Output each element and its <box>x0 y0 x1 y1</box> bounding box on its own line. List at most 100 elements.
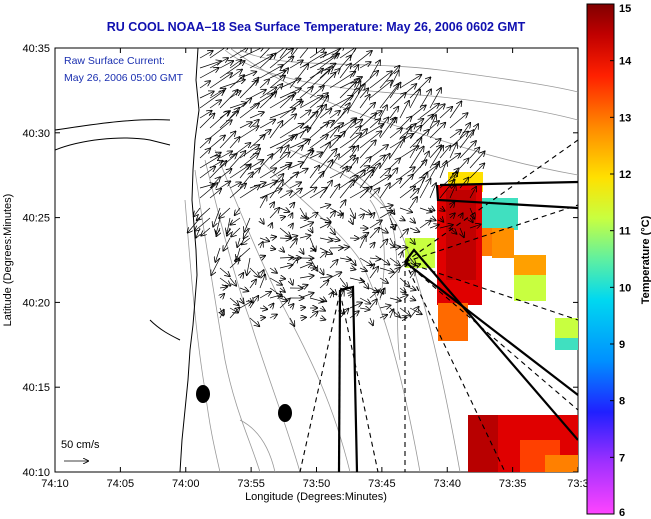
arrow-vector-icon <box>269 71 285 79</box>
arrow-vector-icon <box>329 272 341 279</box>
arrow-vector-icon <box>320 318 325 320</box>
arrow-vector-icon <box>410 237 415 244</box>
arrow-vector-icon <box>269 208 279 219</box>
arrow-vector-icon <box>309 48 325 59</box>
arrow-vector-icon <box>239 48 264 59</box>
colorbar-tick-label: 12 <box>619 169 631 181</box>
arrow-vector-icon <box>469 224 481 228</box>
arrow-vector-icon <box>229 307 239 319</box>
arrow-vector-icon <box>319 298 326 301</box>
arrow-vector-icon <box>329 111 340 119</box>
arrow-vector-icon <box>219 61 233 69</box>
arrow-vector-icon <box>199 138 210 149</box>
arrow-vector-icon <box>219 267 230 276</box>
arrow-vector-icon <box>239 104 259 119</box>
colorbar-tick-label: 7 <box>619 452 625 464</box>
arrow-vector-icon <box>270 304 274 308</box>
arrow-vector-icon <box>329 238 340 240</box>
arrow-vector-icon <box>469 187 476 199</box>
arrow-vector-icon <box>379 105 387 119</box>
arrow-vector-icon <box>239 185 260 199</box>
arrow-vector-icon <box>460 227 464 237</box>
arrow-vector-icon <box>249 90 266 99</box>
arrow-vector-icon <box>249 112 264 119</box>
arrow-vector-icon <box>379 211 392 219</box>
arrow-vector-icon <box>209 48 229 59</box>
arrow-vector-icon <box>259 238 269 241</box>
arrow-vector-icon <box>369 220 382 229</box>
arrow-vector-icon <box>389 93 406 109</box>
arrow-vector-icon <box>399 117 412 129</box>
arrow-vector-icon <box>369 290 379 299</box>
colorbar-tick-label: 14 <box>619 56 632 68</box>
arrow-vector-icon <box>409 197 417 209</box>
arrow-vector-icon <box>279 227 290 237</box>
arrow-vector-icon <box>209 135 225 149</box>
arrow-vector-icon <box>289 239 297 249</box>
arrow-vector-icon <box>229 103 246 109</box>
arrow-vector-icon <box>379 315 387 318</box>
arrow-vector-icon <box>359 308 370 310</box>
arrow-vector-icon <box>339 247 349 248</box>
arrow-vector-icon <box>389 225 396 228</box>
y-tick-label: 40:10 <box>22 467 50 479</box>
colorbar-tick-label: 10 <box>619 282 631 294</box>
arrow-vector-icon <box>440 208 445 211</box>
arrow-vector-icon <box>216 227 220 236</box>
colorbar-tick-label: 13 <box>619 112 631 124</box>
arrow-vector-icon <box>309 55 337 69</box>
site-marker-dot <box>196 385 210 403</box>
arrow-vector-icon <box>330 227 335 234</box>
arrow-vector-icon <box>269 180 283 199</box>
arrow-vector-icon <box>329 108 349 129</box>
arrow-vector-icon <box>419 179 430 199</box>
arrow-vector-icon <box>429 183 436 199</box>
annotation-line-2: May 26, 2006 05:00 GMT <box>64 72 184 84</box>
sst-cell <box>514 275 546 301</box>
arrow-vector-icon <box>369 175 390 189</box>
arrow-vector-icon <box>329 132 345 149</box>
arrow-vector-icon <box>289 182 301 189</box>
arrow-vector-icon <box>199 167 215 179</box>
x-tick-label: 73:35 <box>499 478 527 490</box>
arrow-vector-icon <box>400 252 402 259</box>
arrow-vector-icon <box>309 172 324 189</box>
x-tick-label: 74:10 <box>41 478 69 490</box>
arrow-vector-icon <box>330 211 335 219</box>
arrow-vector-icon <box>309 166 319 179</box>
arrow-vector-icon <box>339 88 360 109</box>
arrow-vector-icon <box>359 170 373 189</box>
arrow-vector-icon <box>359 297 370 304</box>
arrow-vector-icon <box>309 213 318 219</box>
arrow-vector-icon <box>279 135 297 149</box>
arrow-vector-icon <box>339 48 356 59</box>
arrow-vector-icon <box>279 102 303 119</box>
arrow-vector-icon <box>349 278 364 281</box>
arrow-vector-icon <box>279 299 290 309</box>
arrow-vector-icon <box>429 162 439 179</box>
arrow-vector-icon <box>269 174 283 189</box>
arrow-vector-icon <box>379 183 390 199</box>
arrow-vector-icon <box>259 79 269 89</box>
arrow-vector-icon <box>379 289 385 299</box>
arrow-vector-icon <box>330 292 333 299</box>
arrow-vector-icon <box>309 188 327 199</box>
arrow-vector-icon <box>269 49 293 69</box>
arrow-vector-icon <box>409 271 415 279</box>
arrow-vector-icon <box>369 258 380 259</box>
scale-label: 50 cm/s <box>61 439 100 451</box>
arrow-vector-icon <box>289 146 303 159</box>
arrow-vector-icon <box>319 181 332 199</box>
arrow-vector-icon <box>450 202 454 209</box>
arrow-vector-icon <box>429 225 439 228</box>
arrow-vector-icon <box>319 223 330 229</box>
arrow-vector-icon <box>249 267 259 277</box>
y-tick-label: 40:15 <box>22 382 50 394</box>
arrow-vector-icon <box>410 288 416 290</box>
arrow-vector-icon <box>289 258 298 269</box>
arrow-vector-icon <box>199 81 210 89</box>
arrow-vector-icon <box>359 268 367 271</box>
arrow-vector-icon <box>290 224 293 228</box>
arrow-vector-icon <box>349 188 368 199</box>
arrow-vector-icon <box>349 207 355 218</box>
